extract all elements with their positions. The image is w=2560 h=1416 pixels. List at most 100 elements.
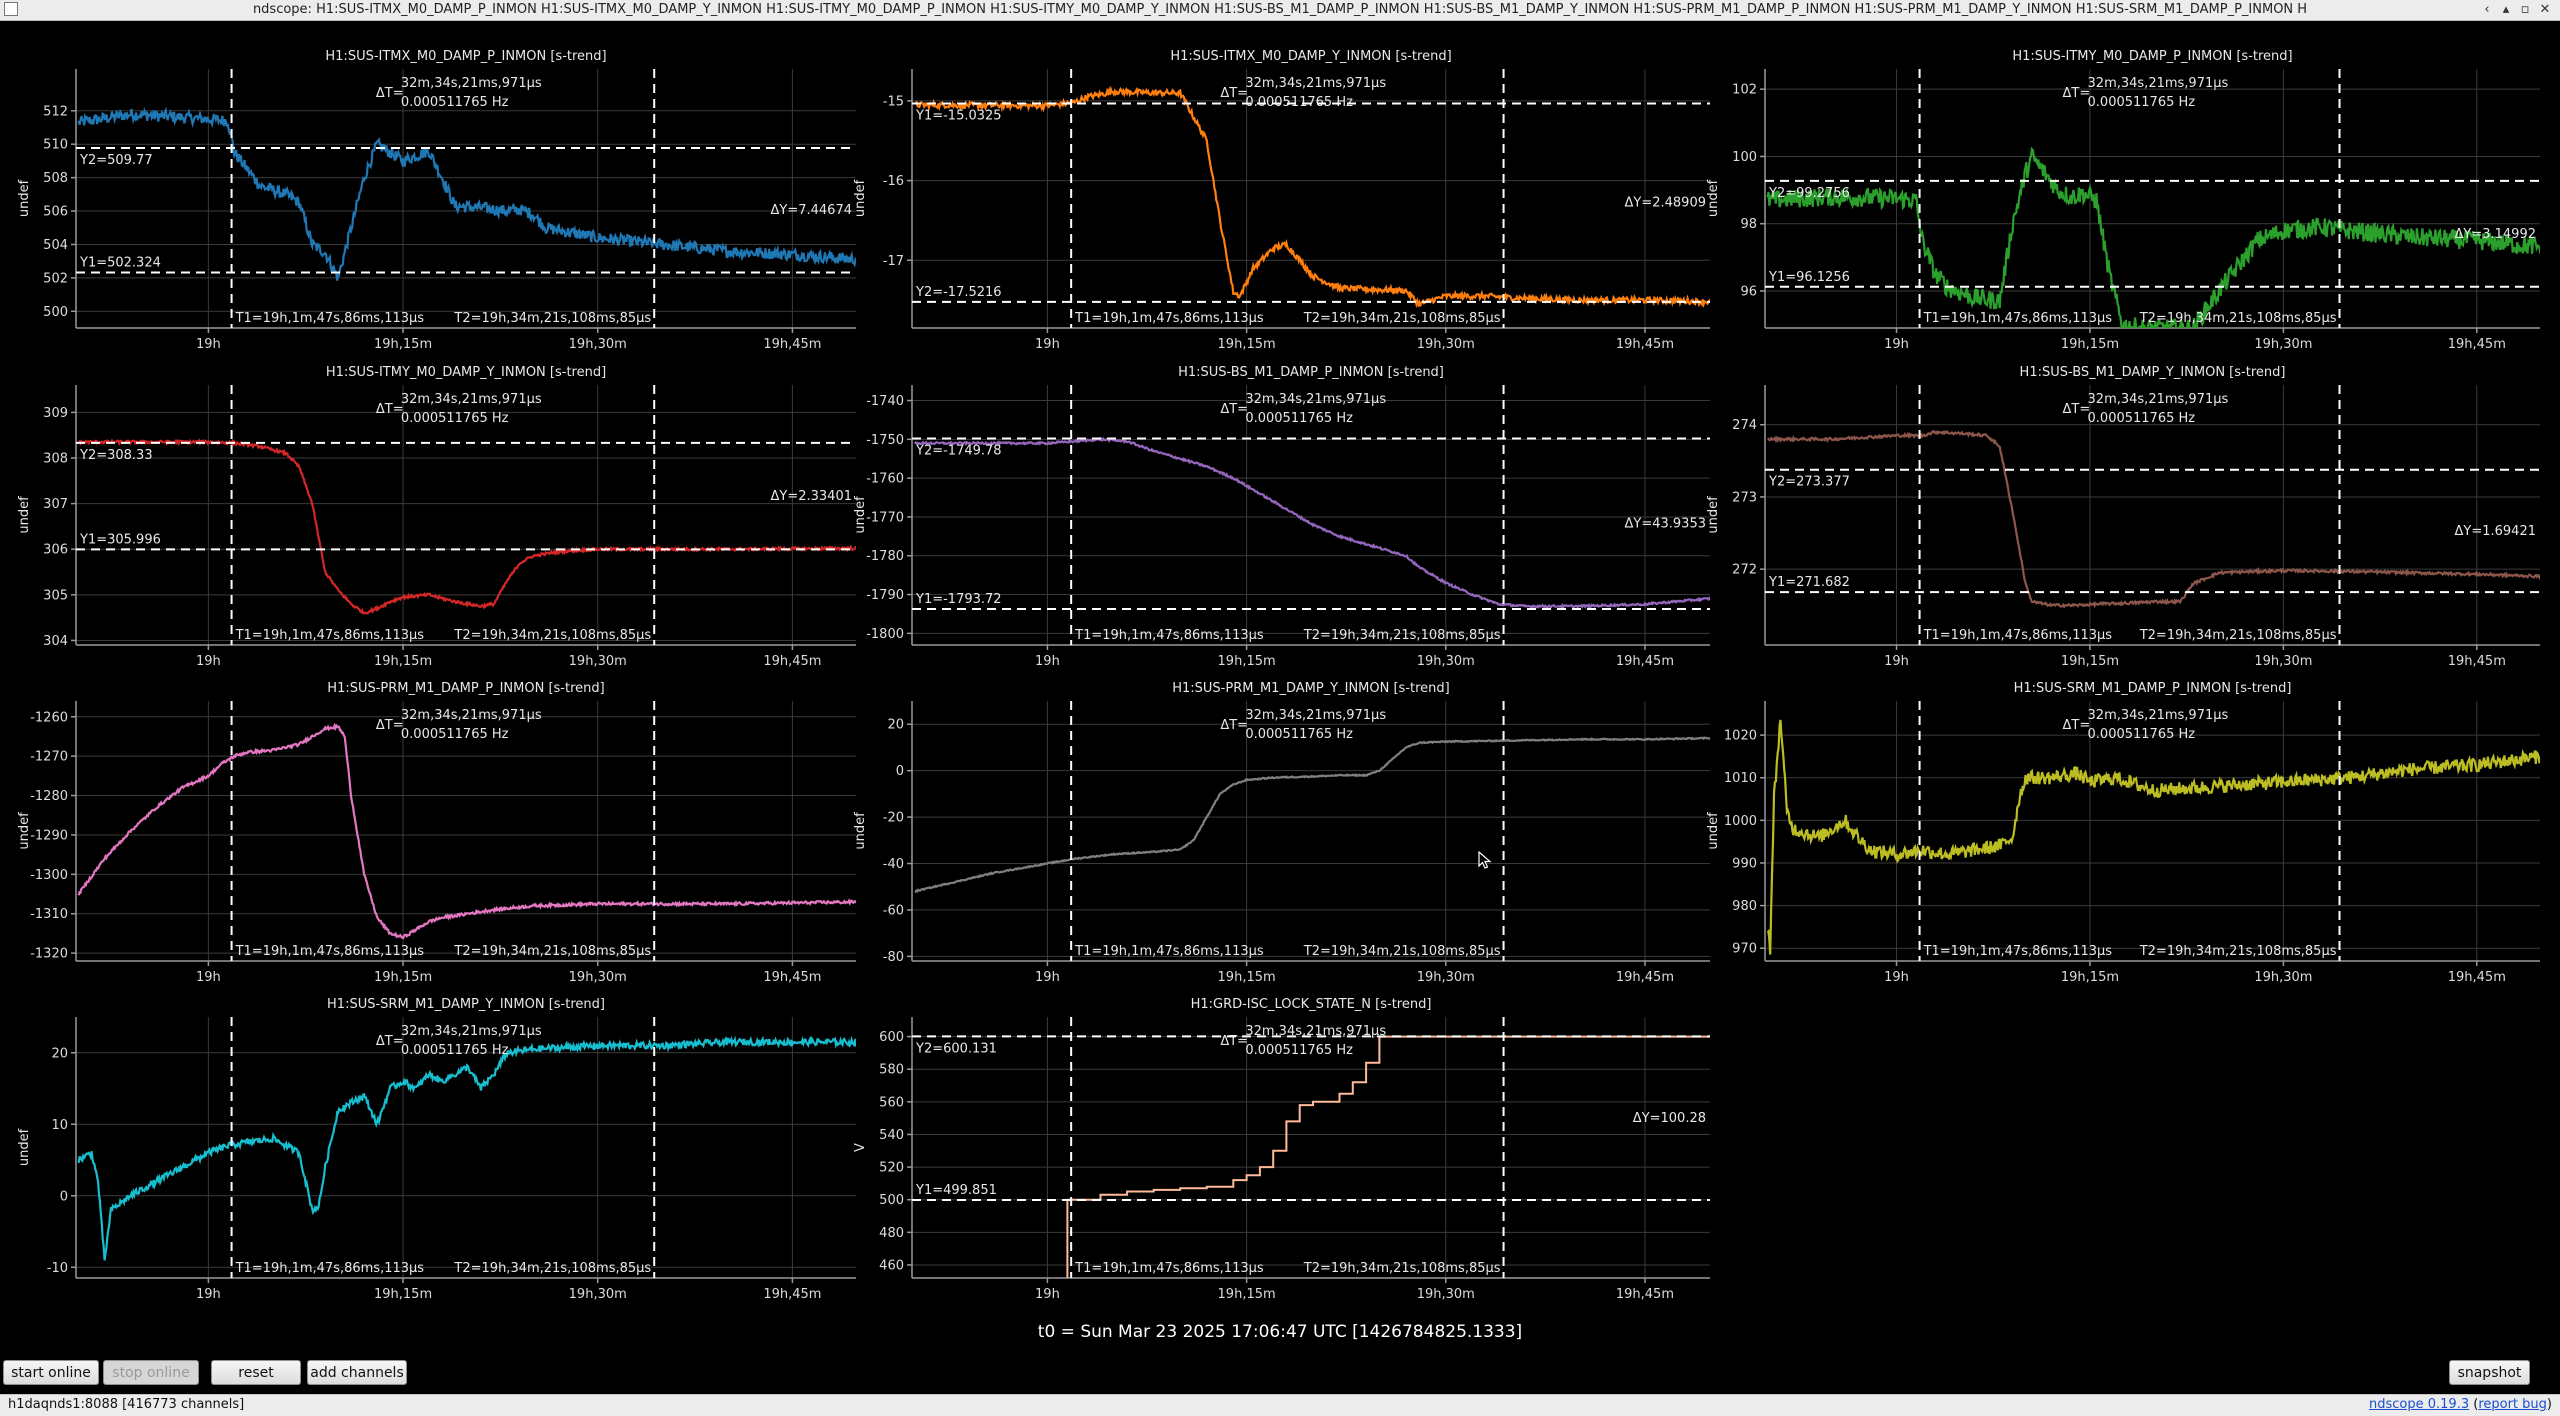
y-tick-label: 504 — [43, 238, 68, 253]
x-tick-label: 19h,30m — [569, 337, 627, 352]
y2-label: Y2=273.377 — [1768, 475, 1850, 490]
y2-label: Y2=308.33 — [79, 448, 153, 463]
delta-t-value: 32m,34s,21ms,971µs — [401, 76, 542, 91]
version-number: 0.19.3 — [2427, 1397, 2470, 1412]
plot-2[interactable]: 19h 19h,15m 19h,30m 19h,45m -15 -16 -17 H1:SUS-… — [853, 49, 1711, 352]
delta-t-value: 32m,34s,21ms,971µs — [2088, 76, 2229, 91]
delta-t-value: 32m,34s,21ms,971µs — [401, 1024, 542, 1039]
x-tick-label: 19h — [1035, 970, 1060, 985]
t2-label: T2=19h,34m,21s,108ms,85µs — [2139, 628, 2337, 643]
x-tick-label: 19h,45m — [1616, 1287, 1674, 1302]
report-bug-link[interactable]: report bug — [2478, 1397, 2547, 1412]
plot-3[interactable]: 19h 19h,15m 19h,30m 19h,45m 96 98 100 102 H1:SUS… — [1706, 49, 2541, 352]
minimize-window-icon[interactable]: ▴ — [2502, 2, 2510, 17]
x-tick-label: 19h — [196, 654, 221, 669]
x-tick-label: 19h,15m — [374, 337, 432, 352]
y-tick-label: 600 — [879, 1030, 904, 1045]
t0-label: t0 = Sun Mar 23 2025 17:06:47 UTC [14267… — [1037, 1322, 1523, 1342]
y-tick-label: 1020 — [1724, 729, 1757, 744]
y-tick-label: 0 — [896, 764, 904, 779]
y-tick-label: -1290 — [30, 828, 68, 843]
trace-line — [914, 736, 1710, 893]
y1-label: Y1=96.1256 — [1768, 270, 1850, 285]
x-tick-label: 19h,30m — [569, 970, 627, 985]
y-axis-label: undef — [853, 179, 868, 217]
shade-window-icon[interactable]: ‹ — [2484, 2, 2490, 17]
y1-label: Y1=-15.0325 — [915, 108, 1002, 123]
plot-7[interactable]: 19h 19h,15m 19h,30m 19h,45m -1260 -1270 -1280 -… — [17, 681, 857, 985]
y-tick-label: 102 — [1732, 83, 1757, 98]
reset-button[interactable]: reset — [211, 1360, 301, 1385]
delta-y-label: ΔY=3.14992 — [2455, 227, 2537, 242]
plot-title: H1:SUS-ITMY_M0_DAMP_P_INMON [s-trend] — [2012, 49, 2292, 64]
y-tick-label: 305 — [43, 588, 68, 603]
delta-t-frequency: 0.000511765 Hz — [2088, 95, 2196, 110]
delta-t-label: ΔT= — [1220, 718, 1248, 733]
x-tick-label: 19h,30m — [1417, 337, 1475, 352]
window-title: ndscope: H1:SUS-ITMX_M0_DAMP_P_INMON H1:… — [252, 2, 2308, 17]
start-online-button[interactable]: start online — [3, 1360, 99, 1385]
x-tick-label: 19h,30m — [2254, 970, 2312, 985]
x-tick-label: 19h,15m — [1218, 654, 1276, 669]
x-tick-label: 19h,15m — [2061, 654, 2119, 669]
x-tick-label: 19h,45m — [763, 337, 821, 352]
plot-grid[interactable]: 19h 19h,15m 19h,30m 19h,45m 500 502 504 506 508 5… — [0, 21, 2560, 1311]
app-name: ndscope — [2368, 1397, 2424, 1412]
delta-t-frequency: 0.000511765 Hz — [401, 727, 509, 742]
plot-5[interactable]: 19h 19h,15m 19h,30m 19h,45m -1740 -1750 -1760 -… — [853, 365, 1711, 669]
y-tick-label: 96 — [1740, 285, 1757, 300]
plot-8[interactable]: 19h 19h,15m 19h,30m 19h,45m 20 0 -20 -40 -60 -80 H… — [853, 681, 1711, 985]
x-tick-label: 19h — [196, 337, 221, 352]
y-tick-label: 508 — [43, 171, 68, 186]
x-tick-label: 19h,45m — [2448, 337, 2506, 352]
plot-9[interactable]: 19h 19h,15m 19h,30m 19h,45m 970 980 990 1000 101… — [1706, 681, 2541, 985]
delta-t-frequency: 0.000511765 Hz — [2088, 411, 2196, 426]
add-channels-button[interactable]: add channels — [307, 1360, 407, 1385]
t2-label: T2=19h,34m,21s,108ms,85µs — [2139, 311, 2337, 326]
plot-title: H1:SUS-SRM_M1_DAMP_P_INMON [s-trend] — [2014, 681, 2292, 696]
x-tick-label: 19h,30m — [1417, 654, 1475, 669]
plot-6[interactable]: 19h 19h,15m 19h,30m 19h,45m 272 273 274 H1:SUS-… — [1706, 365, 2541, 669]
snapshot-button[interactable]: snapshot — [2449, 1360, 2530, 1385]
x-tick-label: 19h — [1035, 654, 1060, 669]
plot-10[interactable]: 19h 19h,15m 19h,30m 19h,45m 20 10 0 -10 H1:SUS-S… — [17, 997, 857, 1302]
y-tick-label: 500 — [879, 1193, 904, 1208]
t2-label: T2=19h,34m,21s,108ms,85µs — [453, 944, 651, 959]
plot-title: H1:SUS-ITMY_M0_DAMP_Y_INMON [s-trend] — [326, 365, 606, 380]
plot-4[interactable]: 19h 19h,15m 19h,30m 19h,45m 304 305 306 307 308 3… — [17, 365, 857, 669]
plot-11[interactable]: 19h 19h,15m 19h,30m 19h,45m 460 480 500 520 540 5… — [853, 997, 1711, 1302]
t2-label: T2=19h,34m,21s,108ms,85µs — [1303, 628, 1501, 643]
y-tick-label: 98 — [1740, 217, 1757, 232]
y-tick-label: -15 — [883, 94, 904, 109]
y-tick-label: -1750 — [866, 433, 904, 448]
y-tick-label: -16 — [883, 174, 904, 189]
trace-line — [77, 722, 856, 940]
x-tick-label: 19h,45m — [763, 654, 821, 669]
ndscope-version-link[interactable]: ndscope 0.19.3 — [2369, 1397, 2469, 1412]
y-tick-label: 500 — [43, 305, 68, 320]
x-tick-label: 19h,45m — [763, 1287, 821, 1302]
y-tick-label: 20 — [887, 718, 904, 733]
x-tick-label: 19h,45m — [1616, 970, 1674, 985]
x-tick-label: 19h,30m — [1417, 970, 1475, 985]
y-tick-label: 580 — [879, 1063, 904, 1078]
y-tick-label: 480 — [879, 1226, 904, 1241]
t1-label: T1=19h,1m,47s,86ms,113µs — [1923, 628, 2113, 643]
y-tick-label: 308 — [43, 451, 68, 466]
window-titlebar[interactable]: ndscope: H1:SUS-ITMX_M0_DAMP_P_INMON H1:… — [0, 0, 2560, 21]
plot-1[interactable]: 19h 19h,15m 19h,30m 19h,45m 500 502 504 506 508 5… — [17, 49, 857, 352]
x-tick-label: 19h,15m — [374, 654, 432, 669]
x-tick-label: 19h,45m — [2448, 654, 2506, 669]
y-tick-label: -1760 — [866, 472, 904, 487]
delta-y-label: ΔY=2.48909 — [1625, 196, 1707, 211]
y2-label: Y2=-1749.78 — [915, 443, 1002, 458]
maximize-window-icon[interactable]: ▫ — [2520, 2, 2530, 17]
delta-t-label: ΔT= — [2063, 86, 2091, 101]
delta-t-label: ΔT= — [2063, 718, 2091, 733]
plot-title: H1:SUS-ITMX_M0_DAMP_P_INMON [s-trend] — [325, 49, 606, 64]
close-window-icon[interactable]: ✕ — [2539, 2, 2551, 17]
stop-online-button: stop online — [103, 1360, 199, 1385]
x-tick-label: 19h,30m — [569, 654, 627, 669]
y-tick-label: 20 — [51, 1046, 68, 1061]
delta-t-value: 32m,34s,21ms,971µs — [2088, 392, 2229, 407]
